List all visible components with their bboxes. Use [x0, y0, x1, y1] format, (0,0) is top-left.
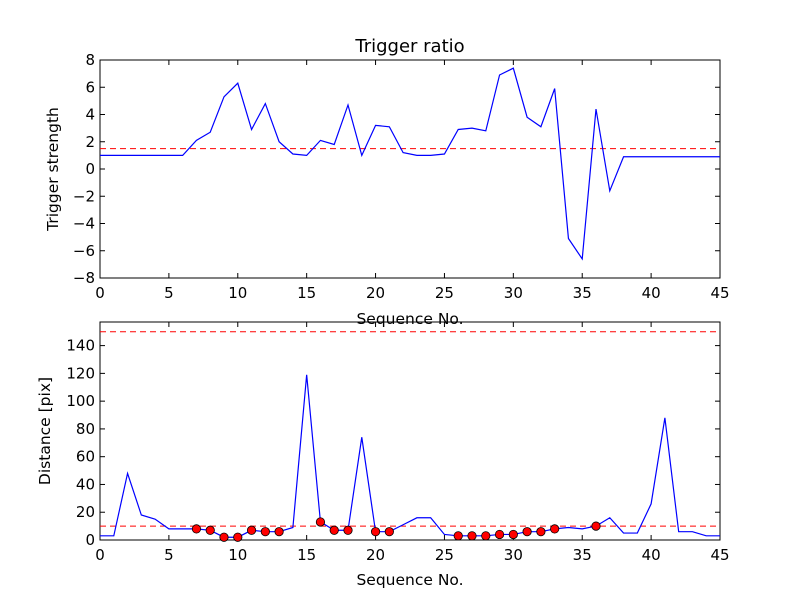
data-point	[205, 525, 215, 535]
data-point	[315, 517, 326, 527]
x-tick-label: 5	[164, 284, 174, 302]
data-point	[550, 524, 560, 534]
x-tick-label: 25	[435, 284, 454, 302]
y-tick-label: 0	[85, 160, 95, 178]
y-tick-label: −4	[73, 215, 95, 233]
data-point	[329, 525, 339, 535]
x-tick-label: 40	[642, 546, 661, 564]
y-tick-label: 8	[85, 51, 95, 69]
x-axis-label: Sequence No.	[356, 310, 463, 328]
data-point	[536, 527, 546, 537]
x-tick-label: 0	[95, 546, 105, 564]
y-tick-label: 80	[76, 420, 95, 438]
series-line	[100, 67, 720, 261]
y-axis-label: Trigger strength	[44, 107, 62, 232]
x-tick-label: 15	[297, 284, 316, 302]
x-tick-label: 45	[710, 546, 729, 564]
y-tick-label: 6	[85, 78, 95, 96]
y-tick-label: 0	[85, 531, 95, 549]
x-tick-label: 25	[435, 546, 454, 564]
data-point	[260, 527, 270, 537]
y-tick-label: 40	[76, 475, 95, 493]
y-tick-label: 140	[66, 337, 95, 355]
data-point	[191, 524, 202, 534]
y-tick-label: −6	[73, 242, 95, 260]
distance-plot: Sequence No. Distance [pix] 0 5 10 15 20 25 30…	[36, 321, 730, 589]
x-tick-label: 10	[228, 284, 247, 302]
data-point	[219, 532, 229, 542]
data-point	[591, 521, 601, 531]
y-tick-label: 2	[85, 133, 95, 151]
data-point	[508, 529, 518, 540]
y-tick-label: −2	[73, 187, 95, 205]
trigger-ratio-plot: Trigger ratio Sequence No. Trigger stren…	[44, 36, 730, 328]
data-point	[481, 531, 491, 541]
x-tick-label: 10	[228, 546, 247, 564]
x-tick-label: 45	[710, 284, 729, 302]
data-point	[467, 531, 477, 541]
y-tick-label: 60	[76, 448, 95, 466]
x-tick-label: 35	[573, 284, 592, 302]
data-point	[343, 525, 353, 535]
x-tick-label: 40	[642, 284, 661, 302]
x-tick-label: 15	[297, 546, 316, 564]
x-tick-label: 5	[164, 546, 174, 564]
y-tick-label: −8	[73, 269, 95, 287]
x-tick-label: 30	[504, 284, 523, 302]
data-point	[233, 532, 243, 542]
y-tick-label: 100	[66, 392, 95, 410]
x-tick-label: 35	[573, 546, 592, 564]
data-point	[370, 527, 381, 537]
data-point	[522, 527, 532, 537]
x-axis-label: Sequence No.	[356, 571, 463, 589]
data-point	[274, 527, 284, 537]
axes-frame	[99, 321, 721, 541]
series-line	[100, 374, 720, 538]
y-axis-label: Distance [pix]	[36, 377, 54, 485]
y-tick-label: 120	[66, 364, 95, 382]
x-tick-label: 20	[366, 546, 385, 564]
data-point	[494, 529, 505, 540]
data-point	[384, 527, 394, 537]
plot-title: Trigger ratio	[354, 36, 464, 57]
x-tick-label: 30	[504, 546, 523, 564]
x-tick-label: 0	[95, 284, 105, 302]
y-tick-label: 20	[76, 503, 95, 521]
y-tick-label: 4	[85, 106, 95, 124]
data-point	[453, 531, 463, 541]
x-tick-label: 20	[366, 284, 385, 302]
data-point	[246, 525, 257, 535]
